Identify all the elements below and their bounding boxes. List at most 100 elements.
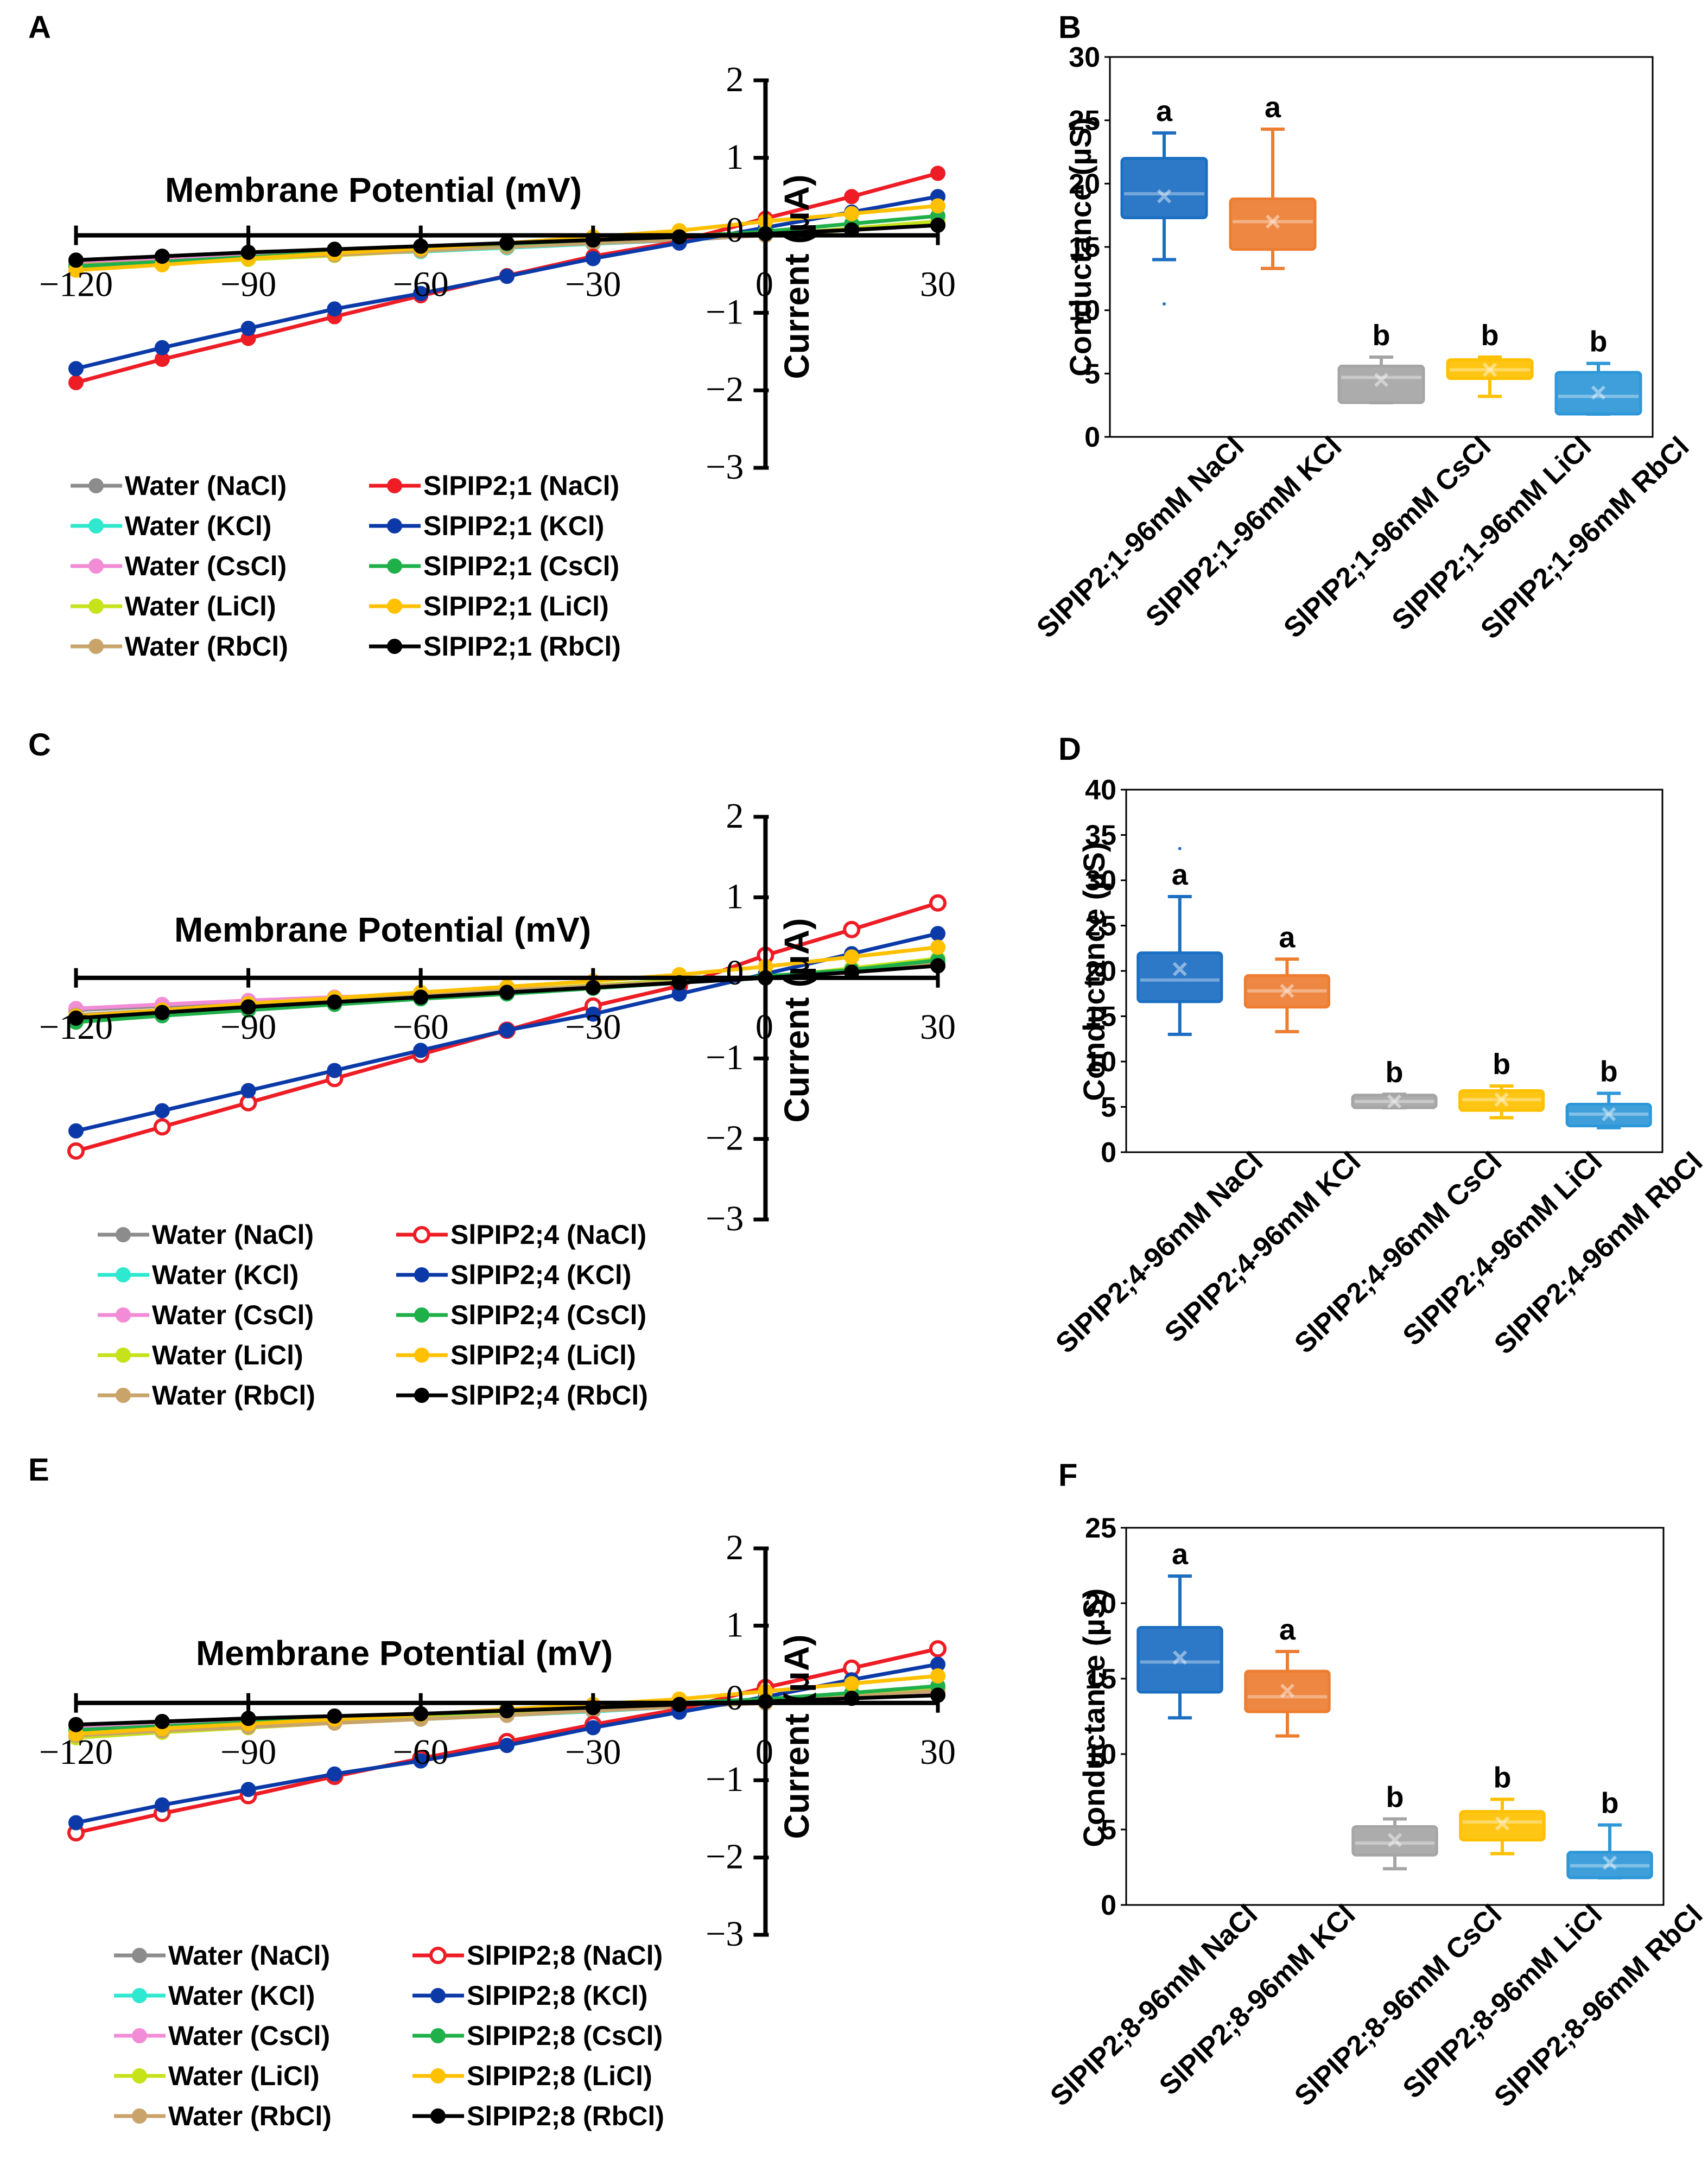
x-tick-label: 0 (755, 265, 773, 304)
y-tick-label: −2 (706, 1837, 744, 1877)
data-point (499, 984, 515, 1000)
data-point (240, 245, 256, 261)
box-4: b SlPIP2;8-96mM LiCl (1397, 1761, 1609, 2104)
iqr-box (1554, 371, 1642, 416)
legend-label: SlPIP2;8 (CsCl) (467, 2021, 663, 2051)
significance-letter: b (1600, 1055, 1618, 1088)
legend-label: Water (RbCl) (168, 2101, 332, 2131)
legend-label: SlPIP2;4 (KCl) (450, 1260, 631, 1290)
legend-item: Water (KCl) (98, 1260, 299, 1290)
legend-item: SlPIP2;8 (CsCl) (412, 2021, 663, 2051)
legend-swatch-marker (132, 2108, 147, 2124)
mean-marker (1172, 1650, 1188, 1665)
data-point (585, 1006, 601, 1022)
panel-label: E (28, 1452, 49, 1488)
legend-item: SlPIP2;1 (LiCl) (369, 591, 609, 621)
legend-label: Water (NaCl) (125, 471, 287, 501)
data-point (240, 320, 256, 336)
iqr-box (1566, 1851, 1653, 1879)
y-tick-label: 2 (726, 60, 744, 99)
data-point (499, 235, 515, 251)
x-tick-label: −30 (565, 1732, 621, 1772)
data-point (240, 1083, 256, 1098)
data-point (413, 989, 429, 1005)
significance-letter: b (1386, 1781, 1404, 1814)
legend-item: SlPIP2;8 (KCl) (412, 1980, 647, 2011)
legend-label: Water (RbCl) (152, 1380, 315, 1411)
mean-marker (1495, 1816, 1510, 1831)
significance-letter: b (1481, 319, 1499, 352)
y-tick-label: 0 (726, 211, 744, 250)
x-tick-label: −90 (220, 1007, 276, 1047)
y-axis-title: Current (μA) (777, 175, 816, 379)
legend-item: Water (RbCl) (71, 631, 288, 662)
legend-label: SlPIP2;1 (NaCl) (423, 471, 619, 501)
legend-swatch-marker (413, 1226, 430, 1243)
legend-swatch-marker (116, 1267, 131, 1282)
x-tick-label: −60 (393, 265, 449, 304)
legend-item: Water (KCl) (114, 1980, 315, 2011)
mean-marker (1265, 214, 1280, 229)
legend-label: SlPIP2;4 (CsCl) (450, 1300, 646, 1330)
data-point (499, 1703, 515, 1719)
y-tick-label: −3 (706, 1914, 744, 1954)
data-point (499, 1738, 515, 1754)
y-axis-title: Conductance (µS) (1063, 117, 1097, 376)
legend-swatch-marker (88, 558, 104, 574)
data-point (154, 1005, 170, 1020)
legend-label: Water (CsCl) (152, 1300, 314, 1330)
y-tick-label: 20 (1069, 168, 1100, 200)
data-point (154, 340, 170, 355)
y-tick-label: −1 (706, 1038, 744, 1077)
mean-marker (1494, 1092, 1509, 1107)
data-point (413, 1753, 429, 1769)
legend-item: Water (LiCl) (71, 591, 276, 621)
legend-item: SlPIP2;1 (KCl) (369, 511, 604, 541)
legend-swatch-marker (132, 2068, 147, 2084)
data-point (844, 189, 860, 205)
legend-swatch-marker (116, 1348, 131, 1363)
iqr-box (1243, 974, 1330, 1009)
data-point (585, 251, 601, 266)
legend-swatch-marker (116, 1307, 131, 1323)
y-tick-label: 35 (1085, 820, 1116, 852)
y-tick-label: −1 (706, 292, 744, 332)
legend-label: Water (CsCl) (168, 2021, 330, 2051)
y-tick-label: 15 (1085, 1001, 1116, 1033)
mean-marker (1280, 983, 1294, 998)
panel-label: B (1058, 10, 1081, 45)
legend-label: Water (KCl) (168, 1980, 315, 2011)
y-tick-label: 20 (1085, 1588, 1116, 1619)
legend-swatch-marker (387, 518, 402, 533)
category-label: SlPIP2;4-96mM LiCl (1397, 1146, 1609, 1352)
mean-marker (1482, 363, 1497, 377)
legend-item: SlPIP2;4 (LiCl) (396, 1340, 636, 1370)
legend-label: Water (KCl) (152, 1260, 299, 1290)
data-point (154, 1713, 170, 1729)
x-tick-label: 30 (920, 265, 956, 304)
iqr-box (1351, 1825, 1438, 1857)
data-point (154, 1103, 170, 1119)
x-tick-label: 0 (755, 1732, 773, 1772)
legend-label: SlPIP2;1 (KCl) (423, 511, 604, 541)
legend-swatch-marker (387, 558, 402, 574)
significance-letter: a (1265, 91, 1281, 124)
iqr-box (1244, 1669, 1331, 1713)
legend-item: SlPIP2;4 (RbCl) (396, 1380, 648, 1411)
data-point (240, 1711, 256, 1726)
panel-label: D (1058, 732, 1081, 767)
legend-swatch-marker (88, 599, 104, 614)
legend-label: Water (KCl) (125, 511, 271, 541)
data-point (154, 1797, 170, 1813)
significance-letter: b (1601, 1787, 1619, 1820)
legend-item: Water (LiCl) (98, 1340, 303, 1370)
significance-letter: b (1493, 1048, 1510, 1081)
data-point (930, 166, 945, 181)
data-point (930, 926, 945, 942)
iqr-box (1351, 1094, 1438, 1109)
data-point (929, 894, 947, 912)
data-point (153, 1118, 171, 1136)
x-axis-title: Membrane Potential (mV) (196, 1634, 613, 1673)
